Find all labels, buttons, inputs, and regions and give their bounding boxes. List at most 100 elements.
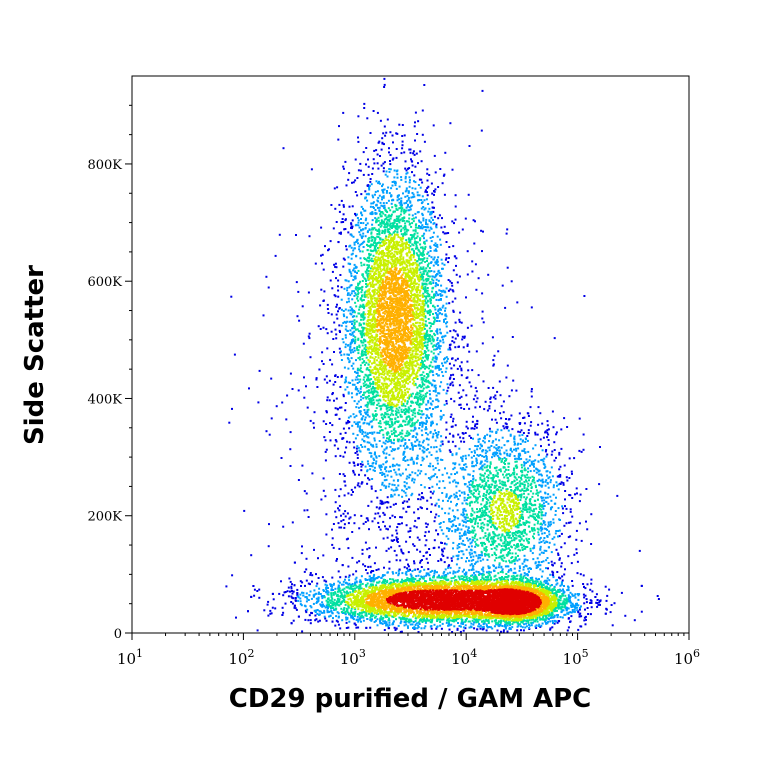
event-dot <box>521 562 524 565</box>
event-dot <box>375 456 378 459</box>
event-dot <box>322 554 325 557</box>
event-dot <box>539 412 542 415</box>
event-dot <box>333 444 336 447</box>
event-dot <box>519 431 522 434</box>
event-dot <box>384 466 387 469</box>
event-dot <box>409 179 411 182</box>
event-dot <box>550 551 553 554</box>
event-dot <box>444 357 446 360</box>
event-dot <box>406 205 409 208</box>
event-dot <box>578 613 581 616</box>
event-dot <box>413 511 416 514</box>
event-dot <box>367 448 370 451</box>
event-dot <box>294 599 297 602</box>
event-dot <box>302 594 305 597</box>
event-dot <box>385 131 388 134</box>
event-dot <box>298 319 301 322</box>
event-dot <box>375 204 378 207</box>
event-dot <box>416 536 419 539</box>
event-dot <box>553 441 556 444</box>
event-dot <box>421 413 424 416</box>
event-dot <box>523 623 526 626</box>
event-dot <box>472 478 475 481</box>
event-dot <box>419 239 421 242</box>
event-dot <box>391 422 393 425</box>
event-dot <box>596 605 599 608</box>
event-dot <box>355 286 358 289</box>
event-dot <box>567 588 570 591</box>
event-dot <box>439 340 442 343</box>
event-dot <box>425 572 428 575</box>
event-dot <box>474 545 477 548</box>
event-dot <box>385 405 388 408</box>
event-dot <box>398 123 401 126</box>
event-dot <box>469 625 472 628</box>
event-dot <box>366 618 369 620</box>
event-dot <box>307 582 310 585</box>
event-dot <box>569 494 572 497</box>
event-dot <box>431 206 434 209</box>
event-dot <box>392 413 395 416</box>
event-dot <box>569 595 572 598</box>
event-dot <box>426 499 429 502</box>
event-dot <box>411 448 414 451</box>
event-dot <box>433 520 436 523</box>
event-dot <box>447 257 450 259</box>
event-dot <box>440 258 443 261</box>
event-dot <box>361 344 364 347</box>
event-dot <box>385 202 388 204</box>
event-dot <box>412 621 415 624</box>
event-dot <box>399 415 402 418</box>
event-dot <box>560 428 563 431</box>
event-dot <box>382 191 385 194</box>
event-dot <box>361 481 364 484</box>
event-dot <box>548 579 551 582</box>
event-dot <box>421 459 424 462</box>
event-dot <box>309 590 312 593</box>
event-dot <box>465 420 468 423</box>
event-dot <box>343 526 346 529</box>
event-dot <box>354 378 357 381</box>
event-dot <box>369 267 372 270</box>
event-dot <box>355 320 358 323</box>
event-dot <box>359 287 361 290</box>
event-dot <box>584 608 586 611</box>
event-dot <box>428 220 431 223</box>
event-dot <box>311 612 313 615</box>
event-dot <box>358 429 361 432</box>
event-dot <box>427 279 430 282</box>
event-dot <box>386 219 389 222</box>
event-dot <box>441 313 444 316</box>
event-dot <box>375 569 378 571</box>
event-dot <box>268 433 271 436</box>
event-dot <box>449 376 452 379</box>
event-dot <box>404 572 407 575</box>
event-dot <box>499 452 501 455</box>
event-dot <box>314 614 317 617</box>
event-dot <box>567 626 570 629</box>
event-dot <box>326 332 329 335</box>
event-dot <box>395 554 398 557</box>
event-dot <box>405 172 408 175</box>
event-dot <box>544 491 547 494</box>
event-dot <box>354 292 357 295</box>
event-dot <box>425 229 428 232</box>
event-dot <box>369 385 372 388</box>
event-dot <box>381 190 384 193</box>
event-dot <box>421 425 424 428</box>
event-dot <box>432 279 435 282</box>
event-dot <box>383 207 386 210</box>
event-dot <box>371 211 374 214</box>
event-dot <box>438 368 441 371</box>
event-dot <box>435 316 438 319</box>
event-dot <box>454 462 457 465</box>
event-dot <box>435 398 438 401</box>
event-dot <box>473 562 476 565</box>
event-dot <box>424 531 427 534</box>
event-dot <box>262 314 265 317</box>
event-dot <box>480 460 483 463</box>
event-dot <box>400 550 403 553</box>
event-dot <box>369 383 372 386</box>
event-dot <box>397 569 400 572</box>
event-dot <box>568 521 570 524</box>
